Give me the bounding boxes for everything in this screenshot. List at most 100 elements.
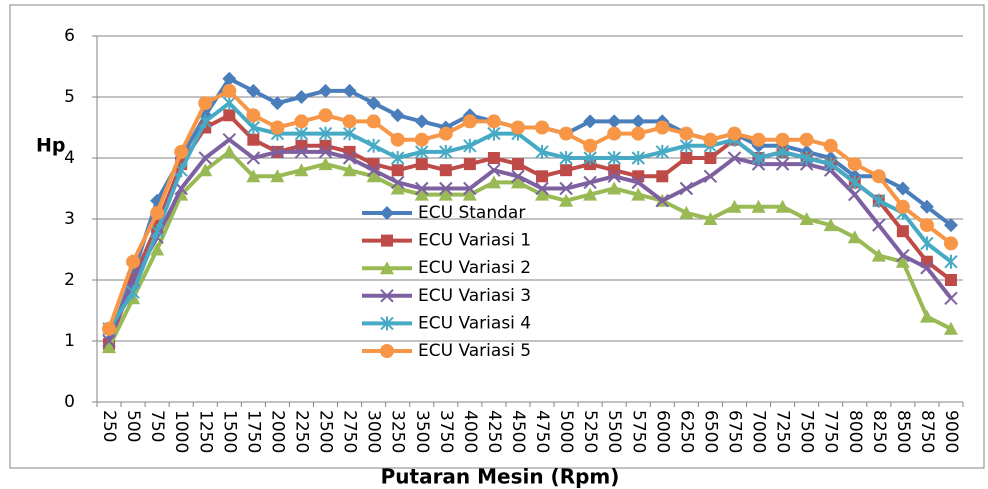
marker: [919, 199, 934, 214]
marker: [607, 126, 622, 141]
marker: [342, 114, 357, 129]
marker: [560, 164, 573, 177]
marker: [102, 340, 117, 354]
x-tick-label: 2750: [340, 410, 360, 453]
marker: [222, 132, 237, 147]
x-tick-label: 8000: [845, 410, 865, 453]
x-axis-title: Putaran Mesin (Rpm): [381, 465, 620, 489]
marker: [380, 261, 394, 275]
marker: [583, 151, 597, 165]
marker: [872, 218, 886, 232]
marker: [944, 274, 957, 286]
marker: [799, 212, 814, 225]
marker: [655, 144, 670, 159]
x-tick-label: 2000: [267, 410, 287, 453]
marker: [703, 212, 718, 225]
x-tick-label: 500: [123, 410, 143, 442]
marker: [222, 96, 237, 111]
marker: [607, 169, 621, 184]
marker: [559, 151, 573, 165]
marker: [679, 138, 694, 153]
marker: [390, 151, 405, 165]
marker: [174, 144, 189, 159]
x-tick-label: 3750: [436, 410, 456, 453]
marker: [294, 90, 309, 104]
legend-label: ECU Variasi 3: [418, 286, 531, 306]
marker: [366, 163, 381, 177]
marker: [198, 114, 212, 129]
marker: [799, 151, 814, 165]
marker: [631, 151, 645, 165]
marker: [920, 236, 934, 251]
marker: [823, 138, 838, 153]
marker: [751, 132, 766, 147]
marker: [510, 175, 525, 189]
marker: [487, 126, 501, 141]
marker: [607, 114, 622, 129]
x-tick-label: 5250: [580, 410, 600, 453]
marker: [679, 181, 694, 196]
marker: [848, 187, 862, 202]
marker: [607, 181, 622, 195]
marker: [823, 157, 838, 172]
marker: [895, 254, 910, 268]
legend-label: ECU Variasi 1: [418, 231, 531, 251]
marker: [390, 108, 405, 123]
marker: [438, 126, 453, 141]
marker: [294, 145, 309, 159]
legend-label: ECU Variasi 2: [418, 258, 531, 278]
marker: [631, 175, 645, 190]
y-tick-label: 6: [64, 26, 75, 46]
marker: [510, 120, 525, 135]
marker: [463, 158, 476, 171]
marker: [895, 181, 910, 196]
marker: [895, 199, 910, 214]
x-tick-label: 7500: [797, 410, 817, 453]
x-tick-label: 8750: [917, 410, 937, 453]
marker: [150, 224, 164, 239]
x-tick-label: 7750: [821, 410, 841, 453]
marker: [380, 316, 394, 331]
marker: [535, 144, 549, 159]
marker: [656, 170, 669, 183]
marker: [704, 152, 717, 164]
marker: [680, 152, 693, 164]
marker: [247, 133, 260, 146]
marker: [414, 132, 429, 147]
x-tick-label: 1750: [243, 410, 263, 453]
marker: [126, 285, 140, 300]
marker: [366, 114, 381, 129]
marker: [919, 309, 934, 323]
marker: [536, 170, 549, 183]
marker: [222, 71, 237, 86]
x-tick-label: 5750: [628, 410, 648, 453]
x-tick-label: 4750: [532, 410, 552, 453]
marker: [294, 163, 309, 177]
x-tick-label: 7000: [749, 410, 769, 453]
marker: [775, 199, 790, 213]
marker: [944, 254, 958, 269]
marker: [246, 108, 261, 123]
x-tick-label: 4000: [460, 410, 480, 453]
marker: [486, 114, 501, 129]
marker: [222, 83, 237, 98]
marker: [920, 261, 934, 275]
x-tick-label: 6000: [652, 410, 672, 453]
marker: [366, 96, 381, 111]
marker: [559, 126, 574, 141]
y-axis-title: Hp: [36, 135, 66, 157]
marker: [919, 218, 934, 233]
marker: [198, 96, 213, 111]
marker: [126, 254, 141, 269]
marker: [380, 344, 394, 358]
marker: [559, 193, 574, 207]
marker: [703, 132, 718, 147]
marker: [583, 175, 597, 190]
marker: [462, 187, 477, 201]
marker: [318, 108, 333, 123]
marker: [775, 157, 790, 171]
marker: [294, 126, 309, 141]
marker: [871, 169, 886, 184]
x-tick-label: 1500: [219, 410, 239, 453]
marker: [318, 157, 333, 171]
